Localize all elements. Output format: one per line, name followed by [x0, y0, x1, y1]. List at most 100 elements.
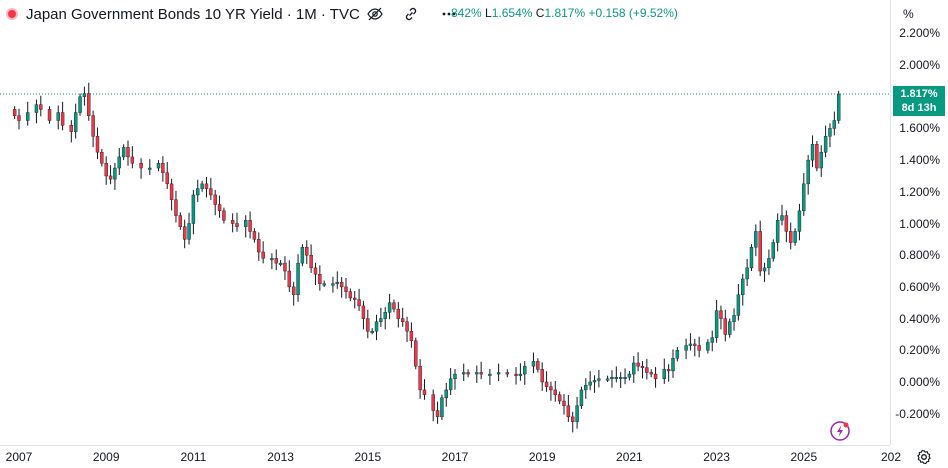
candle [361, 300, 366, 330]
candle-body [836, 93, 841, 121]
candle-body [87, 93, 91, 116]
candle-body [322, 283, 326, 286]
candle-body [536, 361, 540, 370]
settings-gear-icon[interactable] [915, 448, 933, 466]
candle-body [653, 373, 658, 380]
candle-body [462, 372, 466, 375]
y-tick-label: 0.000% [899, 375, 940, 389]
candle [754, 224, 758, 257]
candle-body [47, 109, 52, 121]
candle [588, 371, 592, 391]
candle-body [789, 231, 793, 243]
candle-body [549, 386, 553, 391]
candle-body [396, 308, 401, 319]
candle [675, 347, 680, 362]
y-tick-label: -0.200% [895, 406, 940, 421]
candle-body [806, 159, 810, 185]
candle [383, 307, 387, 330]
candle-body [278, 262, 283, 265]
candle-body [374, 321, 379, 332]
candle [614, 366, 619, 383]
candle [557, 391, 562, 405]
candle [584, 378, 588, 399]
candle [396, 302, 401, 328]
y-tick-label: 1.400% [899, 153, 940, 168]
candle-body [422, 389, 427, 395]
candle [732, 308, 736, 331]
candle [789, 222, 793, 250]
candle-body [187, 223, 191, 240]
candle-body [592, 380, 597, 383]
candle-body [196, 188, 200, 196]
candle-body [379, 318, 383, 322]
candle-body [222, 210, 226, 221]
change-value: +0.158 (+9.52%) [588, 6, 678, 20]
candle [736, 284, 741, 321]
symbol-header: Japan Government Bonds 10 YR Yield · 1M … [0, 0, 460, 28]
candle [780, 204, 784, 226]
candle-body [727, 321, 732, 335]
candle-body [514, 373, 518, 376]
candle-body [435, 410, 440, 418]
candle-body [531, 361, 536, 367]
candle [309, 244, 313, 273]
candle-body [597, 378, 601, 381]
price-chart[interactable] [0, 0, 890, 445]
candle-body [34, 104, 39, 113]
candle [156, 160, 161, 172]
candle [836, 90, 841, 124]
candle [684, 338, 688, 360]
x-tick-label: 2009 [92, 450, 120, 464]
candle [261, 241, 265, 264]
x-tick-label: 2013 [267, 450, 294, 464]
y-tick-label: 1.200% [899, 184, 940, 199]
candle [26, 101, 30, 126]
candle-body [117, 156, 121, 169]
candle [244, 215, 248, 238]
y-tick-label: 1.000% [899, 216, 940, 231]
candle [727, 318, 732, 338]
y-tick-label: 0.400% [899, 311, 940, 326]
time-axis[interactable] [0, 445, 890, 468]
candle-body [802, 183, 806, 212]
candle [274, 249, 278, 271]
candle [287, 260, 292, 292]
candle-body [73, 112, 78, 132]
candle [710, 330, 714, 352]
candle-body [139, 163, 143, 169]
candle [640, 361, 645, 379]
candle-body [95, 136, 100, 153]
candle [161, 156, 165, 182]
candle-body [261, 251, 265, 259]
candle [632, 356, 636, 383]
candle-body [209, 188, 213, 196]
ohlc-partial-value: 842% [451, 6, 482, 20]
candle-body [723, 318, 728, 335]
candle-body [339, 281, 344, 288]
more-icon[interactable] [438, 3, 460, 25]
candle [562, 394, 566, 415]
candle-body [156, 163, 161, 169]
eye-off-icon[interactable] [364, 3, 386, 25]
candle [353, 291, 357, 309]
flash-icon[interactable] [829, 420, 851, 442]
candle [370, 328, 374, 335]
candle [575, 396, 579, 429]
price-axis[interactable] [890, 0, 948, 445]
candle-body [305, 247, 309, 256]
candle [335, 271, 339, 289]
x-tick-label: 2025 [790, 450, 818, 464]
candle [723, 309, 728, 342]
candle-body [148, 167, 152, 170]
symbol-title[interactable]: Japan Government Bonds 10 YR Yield · 1M … [26, 5, 360, 23]
candle-body [357, 299, 361, 307]
candle [230, 213, 235, 233]
candle [767, 249, 771, 275]
candle [148, 159, 152, 175]
candle-body [274, 258, 278, 264]
candle-body [775, 220, 780, 243]
candle [283, 256, 287, 280]
link-icon[interactable] [400, 3, 422, 25]
low-value: 1.654% [491, 6, 533, 20]
candle [422, 379, 427, 400]
